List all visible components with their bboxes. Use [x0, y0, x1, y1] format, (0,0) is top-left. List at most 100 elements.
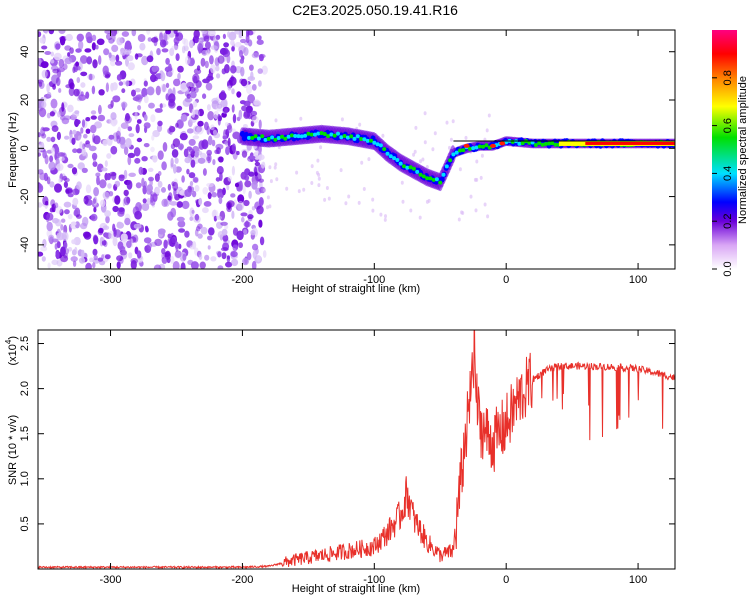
spectrogram-noise-blob	[176, 201, 183, 208]
spectrogram-noise-blob	[242, 257, 249, 266]
spectrogram-noise-blob	[61, 102, 65, 112]
spectrogram-noise-blob	[175, 53, 180, 61]
spectrogram-noise-blob	[231, 210, 235, 219]
spectrogram-track-peak	[316, 131, 321, 136]
spectrogram-noise-blob	[184, 97, 193, 103]
spectrogram-noise-blob	[193, 68, 202, 75]
spectrogram-track-peak	[444, 164, 449, 169]
spectrogram-noise-blob	[165, 30, 171, 35]
spectrogram-speckle	[297, 189, 301, 194]
spectrogram-noise-blob	[44, 51, 52, 55]
spectrogram-noise-blob	[114, 195, 121, 205]
spectrogram-track-peak	[547, 141, 552, 146]
spectrogram-noise-blob	[209, 55, 214, 65]
spectrogram-noise-blob	[197, 157, 206, 164]
spectrogram-noise-blob	[230, 65, 237, 74]
spectrogram-noise-blob	[38, 107, 47, 118]
spectrogram-noise-blob	[126, 180, 133, 190]
spectrogram-noise-blob	[123, 146, 129, 155]
spectrogram-xtick-label: -200	[231, 274, 253, 286]
spectrogram-noise-blob	[134, 157, 141, 164]
spectrogram-noise-blob	[46, 91, 52, 98]
spectrogram-track-peak	[425, 176, 430, 181]
spectrogram-noise-blob	[115, 60, 123, 66]
spectrogram-track-peak	[326, 134, 331, 139]
spectrogram-noise-blob	[162, 142, 168, 152]
spectrogram-speckle	[425, 199, 429, 204]
spectrogram-track-peak	[405, 165, 410, 170]
spectrogram-noise-blob	[109, 59, 116, 67]
spectrogram-noise-blob	[104, 160, 108, 168]
spectrogram-noise-blob	[217, 251, 222, 258]
spectrogram-noise-blob	[67, 213, 73, 220]
spectrogram-track-peak	[345, 135, 350, 140]
spectrogram-noise-blob	[180, 82, 188, 93]
spectrogram-noise-blob	[177, 220, 186, 228]
spectrogram-track-peak	[408, 165, 413, 170]
spectrogram-noise-blob	[125, 80, 130, 87]
spectrogram-noise-blob	[237, 200, 245, 211]
spectrogram-noise-blob	[98, 89, 105, 96]
spectrogram-noise-blob	[135, 123, 140, 134]
spectrogram-noise-blob	[135, 94, 144, 100]
spectrogram-noise-blob	[143, 114, 148, 122]
spectrogram-noise-blob	[180, 262, 186, 269]
spectrogram-noise-blob	[58, 30, 66, 34]
spectrogram-noise-blob	[167, 183, 172, 191]
spectrogram-noise-blob	[49, 155, 54, 163]
spectrogram-noise-blob	[152, 130, 160, 138]
spectrogram-noise-blob	[121, 31, 130, 37]
spectrogram-ytick-label: -20	[19, 189, 31, 205]
spectrogram-noise-blob	[85, 143, 92, 149]
spectrogram-noise-blob	[184, 230, 190, 238]
spectrogram-noise-blob	[166, 256, 171, 264]
spectrogram-noise-blob	[85, 184, 92, 194]
spectrogram-noise-blob	[152, 193, 158, 202]
spectrogram-noise-blob	[98, 104, 102, 115]
spectrogram-noise-blob	[157, 228, 166, 235]
spectrogram-noise-blob	[197, 120, 204, 127]
spectrogram-track-peak	[336, 131, 340, 136]
spectrogram-noise-blob	[251, 84, 257, 91]
spectrogram-speckle	[384, 214, 387, 219]
spectrogram-track-peak	[270, 135, 275, 140]
spectrogram-track-peak	[299, 134, 304, 139]
spectrogram-noise-blob	[186, 81, 194, 89]
spectrogram-noise-blob	[144, 125, 148, 134]
spectrogram-noise-blob	[146, 242, 152, 250]
spectrogram-noise-blob	[180, 114, 188, 122]
spectrogram-noise-blob	[251, 206, 256, 211]
spectrogram-noise-blob	[154, 173, 160, 182]
spectrogram-noise-blob	[239, 50, 243, 58]
spectrogram-noise-blob	[80, 82, 86, 88]
spectrogram-noise-blob	[109, 118, 113, 125]
spectrogram-noise-blob	[208, 135, 213, 146]
spectrogram-noise-blob	[203, 35, 210, 42]
spectrogram-noise-blob	[102, 139, 108, 147]
colorbar-label: Normalized spectral amplitude	[737, 76, 749, 224]
spectrogram-noise-blob	[198, 254, 203, 260]
spectrogram-band-red	[585, 141, 675, 145]
spectrogram-noise-blob	[72, 129, 77, 135]
spectrogram-noise-blob	[169, 201, 178, 206]
spectrogram-track-peak	[286, 134, 291, 139]
spectrogram-noise-blob	[192, 125, 201, 135]
spectrogram-noise-blob	[110, 112, 117, 121]
spectrogram-speckle	[401, 199, 405, 204]
spectrogram-noise-blob	[47, 262, 51, 269]
spectrogram-noise-blob	[60, 255, 69, 263]
spectrogram-noise-blob	[95, 44, 99, 50]
spectrogram-speckle	[480, 153, 484, 158]
spectrogram-noise-blob	[223, 42, 230, 48]
spectrogram-speckle	[302, 187, 306, 192]
spectrogram-noise-blob	[227, 85, 232, 91]
spectrogram-noise-blob	[54, 183, 62, 193]
spectrogram-noise-blob	[44, 30, 49, 35]
spectrogram-noise-blob	[232, 113, 237, 124]
spectrogram-track-peak	[431, 177, 436, 182]
spectrogram-noise-blob	[208, 227, 215, 236]
spectrogram-noise-blob	[202, 187, 209, 195]
spectrogram-speckle	[347, 194, 351, 199]
spectrogram-noise-blob	[204, 121, 209, 131]
spectrogram-noise-blob	[206, 156, 211, 162]
